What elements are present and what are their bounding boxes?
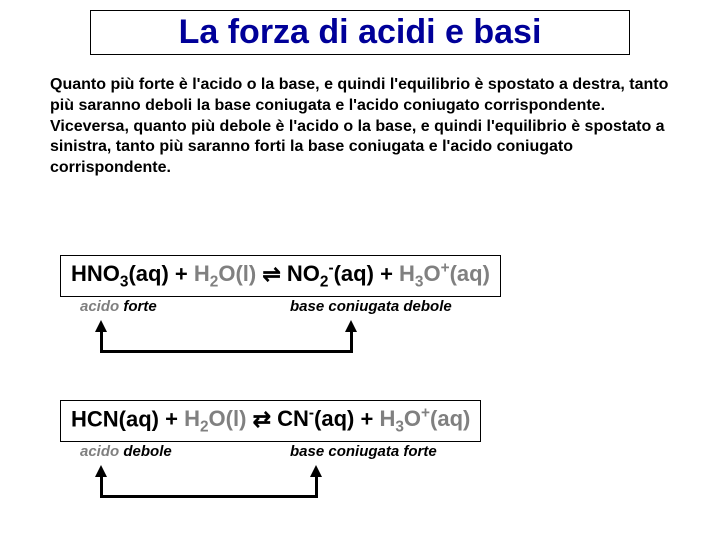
connector-2	[95, 465, 325, 505]
arrow-bar	[100, 350, 353, 353]
equation-2: HCN(aq) + H2O(l) ⇄ CN-(aq) + H3O+(aq)	[60, 400, 481, 442]
plus: +	[175, 261, 194, 286]
main-paragraph: Quanto più forte è l'acido o la base, e …	[50, 75, 670, 179]
label-acido-forte: acido forte	[80, 298, 157, 315]
label-acido-debole: acido debole	[80, 443, 172, 460]
label-forte: forte	[123, 298, 156, 315]
arrow-stem-left2	[100, 475, 103, 497]
plus: +	[361, 406, 380, 431]
eq2-arrow: ⇄	[253, 406, 271, 431]
label-acido-dim2: acido	[80, 443, 119, 460]
arrow-stem-right	[350, 330, 353, 352]
eq1-arrow: ⇌	[262, 261, 280, 286]
eq2-hydronium: H3O+(aq)	[379, 406, 470, 431]
eq1-base-conj: NO2-(aq)	[287, 261, 374, 286]
connector-1	[95, 320, 355, 360]
label-acido-dim: acido	[80, 298, 119, 315]
plus: +	[165, 406, 184, 431]
eq2-base-conj: CN-(aq)	[277, 406, 354, 431]
title-box: La forza di acidi e basi	[90, 10, 630, 55]
label-debole: debole	[123, 443, 171, 460]
eq1-solvent: H2O(l)	[194, 261, 256, 286]
plus: +	[380, 261, 399, 286]
eq2-solvent: H2O(l)	[184, 406, 246, 431]
page-title: La forza di acidi e basi	[99, 13, 621, 52]
arrow-bar2	[100, 495, 318, 498]
label-base-debole: base coniugata debole	[290, 298, 452, 315]
eq1-acid: HNO3(aq)	[71, 261, 169, 286]
equation-1: HNO3(aq) + H2O(l) ⇌ NO2-(aq) + H3O+(aq)	[60, 255, 501, 297]
arrow-stem-left	[100, 330, 103, 352]
arrow-stem-right2	[315, 475, 318, 497]
label-base-forte: base coniugata forte	[290, 443, 437, 460]
eq1-hydronium: H3O+(aq)	[399, 261, 490, 286]
eq2-acid: HCN(aq)	[71, 406, 159, 431]
